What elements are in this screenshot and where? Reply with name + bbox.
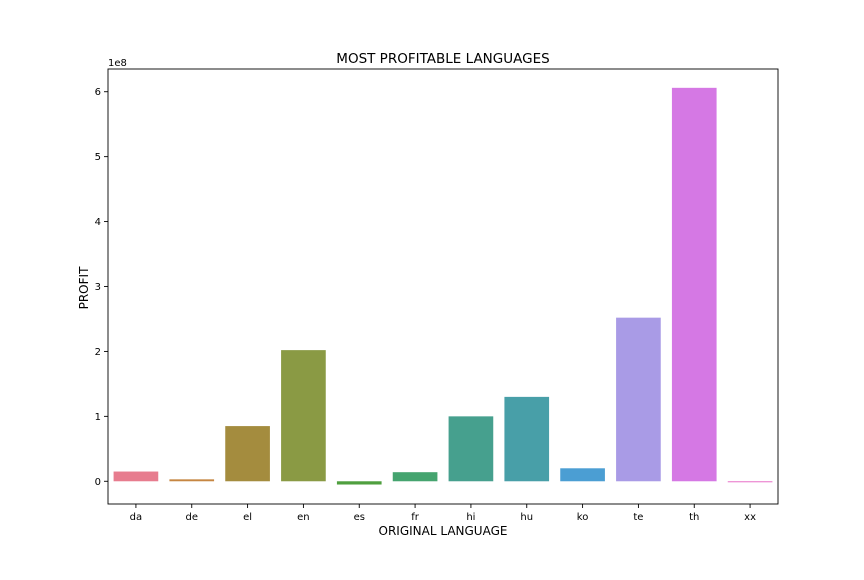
bar-fr — [392, 472, 438, 482]
bar-hi — [448, 416, 494, 482]
chart-title: MOST PROFITABLE LANGUAGES — [336, 51, 549, 67]
bar-en — [281, 350, 326, 482]
bar-es — [336, 481, 382, 485]
bar-th — [671, 87, 717, 482]
y-tick-label-0: 0 — [95, 477, 101, 488]
ticks-layer: da de el en es fr hi hu ko te th xx 0 1 2 3 4 5 6 — [95, 87, 756, 523]
y-tick-label-1: 1 — [95, 412, 101, 423]
bar-da — [113, 471, 159, 482]
x-tick-label-fr: fr — [411, 512, 420, 523]
y-tick-label-2: 2 — [95, 347, 101, 358]
x-tick-label-en: en — [297, 512, 310, 523]
y-tick-label-5: 5 — [95, 152, 101, 163]
x-tick-label-da: da — [130, 512, 142, 523]
bars-layer — [113, 87, 773, 485]
x-axis-title: ORIGINAL LANGUAGE — [379, 524, 508, 538]
y-tick-label-3: 3 — [95, 282, 101, 293]
bar-de — [169, 479, 215, 482]
y-tick-label-4: 4 — [95, 217, 101, 228]
x-tick-label-th: th — [689, 512, 699, 523]
y-tick-label-6: 6 — [95, 87, 101, 98]
x-tick-label-hu: hu — [520, 512, 533, 523]
x-tick-label-ko: ko — [577, 512, 589, 523]
x-tick-label-te: te — [633, 512, 643, 523]
x-tick-label-hi: hi — [466, 512, 475, 523]
y-offset-label: 1e8 — [108, 58, 127, 69]
bar-hu — [504, 396, 550, 482]
x-tick-label-es: es — [354, 512, 365, 523]
bar-ko — [560, 468, 605, 482]
bar-xx — [727, 481, 773, 483]
bar-te — [616, 317, 661, 482]
bar-el — [225, 426, 270, 482]
x-tick-label-de: de — [186, 512, 199, 523]
plot-frame — [107, 68, 779, 505]
x-tick-label-el: el — [243, 512, 252, 523]
y-axis-title: PROFIT — [77, 266, 91, 309]
x-tick-label-xx: xx — [744, 512, 756, 523]
